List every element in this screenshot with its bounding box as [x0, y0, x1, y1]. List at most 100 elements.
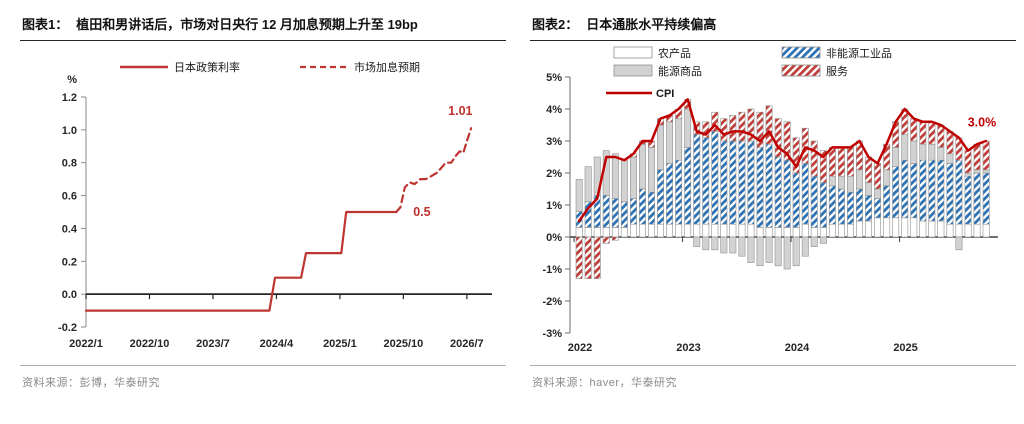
- svg-text:2025/1: 2025/1: [323, 338, 357, 350]
- services-bar: [928, 121, 936, 145]
- agri-bar: [810, 227, 818, 238]
- energy-bar: [901, 134, 909, 161]
- svg-text:2022: 2022: [568, 342, 592, 354]
- energy-bar: [684, 108, 692, 148]
- agri-bar: [946, 223, 954, 238]
- hike-expectation-line: [395, 127, 473, 214]
- energy-bar: [639, 143, 646, 190]
- legend-label-services: 服务: [826, 65, 848, 78]
- fig1-axes: 1.2 1.0 0.8 0.6 0.4 0.2 0.0 -0.2% 2022/1 2022/10 2…: [58, 74, 492, 350]
- agri-bar: [855, 220, 863, 238]
- non-energy-bar: [883, 185, 891, 219]
- non-energy-bar: [774, 156, 782, 228]
- non-energy-bar: [611, 198, 619, 228]
- services-bar: [801, 127, 809, 164]
- services-bar: [747, 108, 755, 142]
- services-bar: [593, 236, 601, 279]
- svg-text:0.0: 0.0: [62, 289, 77, 301]
- figure-1-title-text: 植田和男讲话后，市场对日央行 12 月加息预期上升至 19bp: [76, 17, 418, 32]
- energy-bar: [946, 153, 954, 164]
- fig1-unit-label: %: [67, 74, 77, 86]
- non-energy-bar: [729, 140, 737, 225]
- agri-bar: [928, 220, 936, 238]
- non-energy-bar: [756, 147, 764, 228]
- agri-bar: [711, 223, 719, 238]
- services-bar: [819, 150, 827, 183]
- energy-bar: [910, 140, 918, 164]
- energy-bar: [892, 147, 900, 167]
- fig1-legend: 日本政策利率 市场加息预期: [120, 60, 420, 74]
- fig2-annotation: 3.0%: [968, 116, 997, 130]
- agri-bar: [901, 217, 909, 238]
- energy-bar: [973, 169, 981, 174]
- services-bar: [765, 105, 773, 145]
- svg-text:2025: 2025: [893, 342, 917, 354]
- non-energy-bar: [639, 188, 646, 225]
- agri-bar: [648, 223, 655, 238]
- non-energy-bar: [910, 163, 918, 219]
- non-energy-bar: [693, 134, 701, 225]
- energy-bar: [611, 153, 619, 199]
- energy-bar: [675, 118, 683, 161]
- inflation-chart: 5% 4% 3% 2% 1% 0% -1% -2% -3% 2022 2023 2024 2025 3.0…: [530, 41, 1016, 363]
- svg-text:2023: 2023: [676, 342, 700, 354]
- non-energy-bar: [874, 198, 881, 219]
- non-energy-bar: [702, 137, 710, 225]
- svg-text:2024: 2024: [785, 342, 810, 354]
- non-energy-bar: [828, 185, 836, 225]
- legend-label-cpi: CPI: [656, 88, 674, 100]
- services-bar: [711, 111, 719, 132]
- energy-bar: [711, 236, 719, 251]
- energy-bar: [810, 236, 818, 247]
- non-energy-bar: [982, 172, 990, 225]
- energy-bar: [666, 121, 673, 164]
- agri-bar: [702, 223, 710, 238]
- agri-bar: [630, 223, 637, 238]
- agri-bar: [666, 223, 673, 238]
- svg-text:2023/7: 2023/7: [196, 338, 230, 350]
- services-bar: [602, 236, 610, 244]
- agri-bar: [729, 223, 737, 238]
- inflation-bars: [575, 99, 990, 279]
- svg-text:0%: 0%: [546, 232, 562, 244]
- agri-bar: [892, 217, 900, 238]
- agri-bar: [584, 227, 592, 238]
- agri-bar: [675, 223, 683, 238]
- agri-bar: [964, 223, 972, 238]
- non-energy-bar: [837, 188, 845, 225]
- non-energy-bar: [738, 140, 746, 225]
- services-bar: [964, 150, 972, 174]
- figure-1: 图表1： 植田和男讲话后，市场对日央行 12 月加息预期上升至 19bp 1.2…: [20, 10, 506, 414]
- svg-text:2022/1: 2022/1: [69, 338, 103, 350]
- non-energy-bar: [810, 175, 818, 228]
- services-bar: [946, 131, 954, 155]
- agri-bar: [828, 223, 836, 238]
- agri-bar: [593, 227, 601, 238]
- services-bar: [828, 147, 836, 177]
- services-bar: [846, 147, 854, 177]
- energy-bar: [693, 236, 701, 247]
- agri-bar: [774, 227, 782, 238]
- agri-bar: [982, 223, 990, 238]
- agri-bar: [919, 220, 927, 238]
- services-bar: [756, 111, 764, 148]
- svg-text:1%: 1%: [546, 200, 562, 212]
- energy-bar: [928, 143, 936, 161]
- agri-bar: [693, 223, 701, 238]
- energy-bar: [738, 236, 746, 257]
- agri-bar: [756, 227, 764, 238]
- agri-bar: [765, 227, 773, 238]
- non-energy-bar: [946, 163, 954, 225]
- agri-bar: [738, 223, 746, 238]
- policy-rate-chart: 1.2 1.0 0.8 0.6 0.4 0.2 0.0 -0.2% 2022/1 2022/10 2…: [20, 41, 506, 363]
- svg-text:-1%: -1%: [542, 264, 562, 276]
- non-energy-bar: [657, 169, 665, 225]
- energy-bar: [648, 147, 655, 193]
- energy-bar: [702, 236, 710, 251]
- svg-text:2026/7: 2026/7: [450, 338, 484, 350]
- agri-bar: [937, 220, 945, 238]
- svg-text:3%: 3%: [546, 136, 562, 148]
- energy-bar: [747, 236, 755, 263]
- legend-label-non-energy: 非能源工业品: [826, 46, 892, 60]
